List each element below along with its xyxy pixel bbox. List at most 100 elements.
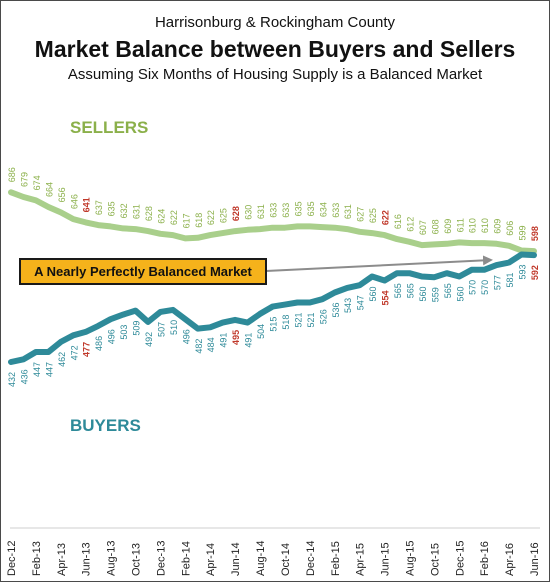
sellers-data-label: 635 xyxy=(306,201,316,216)
x-tick-label: Jun-14 xyxy=(230,542,242,576)
buyers-data-label: 565 xyxy=(393,283,403,298)
sellers-data-label: 622 xyxy=(169,210,179,225)
x-tick-label: Dec-13 xyxy=(155,541,167,576)
buyers-data-label: 577 xyxy=(493,275,503,290)
sellers-data-label: 656 xyxy=(57,187,67,202)
buyers-data-label: 581 xyxy=(505,273,515,288)
sellers-data-label: 622 xyxy=(206,210,216,225)
x-tick-label: Feb-16 xyxy=(479,541,491,576)
x-tick-label: Dec-14 xyxy=(305,541,317,576)
sellers-data-label: 616 xyxy=(393,214,403,229)
sellers-data-label: 635 xyxy=(107,201,117,216)
sellers-data-label: 632 xyxy=(119,203,129,218)
x-tick-label: Apr-15 xyxy=(355,543,367,576)
sellers-data-label: 622 xyxy=(381,210,391,225)
sellers-data-label: 630 xyxy=(244,205,254,220)
buyers-data-label: 592 xyxy=(530,265,540,280)
sellers-data-label: 606 xyxy=(505,221,515,236)
buyers-data-label: 543 xyxy=(343,298,353,313)
buyers-data-label: 570 xyxy=(480,280,490,295)
buyers-data-label: 570 xyxy=(468,280,478,295)
buyers-series-label: BUYERS xyxy=(70,416,141,435)
x-tick-label: Aug-13 xyxy=(106,541,118,576)
sellers-data-label: 628 xyxy=(231,206,241,221)
buyers-data-label: 560 xyxy=(455,287,465,302)
buyers-data-label: 496 xyxy=(107,329,117,344)
sellers-series-label: SELLERS xyxy=(70,118,148,137)
sellers-data-label: 633 xyxy=(281,203,291,218)
buyers-data-label: 593 xyxy=(518,265,528,280)
sellers-line xyxy=(8,189,537,255)
sellers-data-label: 631 xyxy=(132,204,142,219)
buyers-data-label: 510 xyxy=(169,320,179,335)
sellers-data-label: 625 xyxy=(368,208,378,223)
sellers-data-label: 610 xyxy=(468,218,478,233)
buyers-data-label: 560 xyxy=(418,287,428,302)
x-tick-label: Jun-15 xyxy=(380,542,392,576)
buyers-data-label: 504 xyxy=(256,324,266,339)
x-tick-label: Apr-14 xyxy=(205,543,217,576)
sellers-data-label: 608 xyxy=(430,219,440,234)
sellers-data-label: 617 xyxy=(181,213,191,228)
sellers-data-label: 631 xyxy=(256,204,266,219)
sellers-data-label: 641 xyxy=(82,197,92,212)
sellers-data-label: 627 xyxy=(356,207,366,222)
sellers-data-label: 612 xyxy=(406,217,416,232)
sellers-data-label: 624 xyxy=(156,209,166,224)
x-tick-label: Aug-15 xyxy=(405,541,417,576)
sellers-data-label: 628 xyxy=(144,206,154,221)
buyers-data-label: 554 xyxy=(381,291,391,306)
buyers-data-label: 547 xyxy=(356,295,366,310)
buyers-data-label: 565 xyxy=(443,283,453,298)
sellers-data-label: 631 xyxy=(343,204,353,219)
buyers-data-label: 503 xyxy=(119,325,129,340)
chart-subtitle-assumption: Assuming Six Months of Housing Supply is… xyxy=(67,66,483,83)
buyers-data-label: 521 xyxy=(306,313,316,328)
sellers-data-label: 686 xyxy=(7,167,17,182)
sellers-data-label: 599 xyxy=(518,225,528,240)
sellers-data-label: 646 xyxy=(69,194,79,209)
sellers-data-label: 633 xyxy=(331,203,341,218)
sellers-data-label: 610 xyxy=(480,218,490,233)
x-tick-label: Oct-15 xyxy=(429,543,441,576)
chart-title: Market Balance between Buyers and Seller… xyxy=(34,36,516,62)
sellers-data-label: 635 xyxy=(293,201,303,216)
buyers-data-label: 536 xyxy=(331,303,341,318)
sellers-data-label: 609 xyxy=(493,219,503,234)
sellers-data-label: 625 xyxy=(219,208,229,223)
buyers-data-label: 436 xyxy=(20,369,30,384)
buyers-data-label: 565 xyxy=(406,283,416,298)
buyers-data-label: 515 xyxy=(269,317,279,332)
buyers-data-label: 472 xyxy=(69,345,79,360)
x-tick-label: Jun-13 xyxy=(81,542,93,576)
x-tick-label: Feb-15 xyxy=(330,541,342,576)
sellers-data-label: 607 xyxy=(418,220,428,235)
x-tick-label: Apr-16 xyxy=(504,543,516,576)
x-tick-label: Feb-13 xyxy=(31,541,43,576)
sellers-data-label: 634 xyxy=(318,202,328,217)
buyers-line xyxy=(8,251,537,365)
x-tick-label: Dec-12 xyxy=(6,541,18,576)
buyers-data-label: 492 xyxy=(144,332,154,347)
buyers-data-label: 526 xyxy=(318,309,328,324)
series-lines xyxy=(8,189,537,365)
buyers-data-label: 559 xyxy=(430,287,440,302)
buyers-data-label: 496 xyxy=(181,329,191,344)
sellers-data-label: 674 xyxy=(32,175,42,190)
buyers-data-label: 518 xyxy=(281,315,291,330)
annotation-group: A Nearly Perfectly Balanced Market xyxy=(19,255,493,285)
annotation-box xyxy=(19,258,267,285)
buyers-data-label: 477 xyxy=(82,342,92,357)
x-tick-label: Aug-14 xyxy=(255,541,267,576)
x-tick-label: Oct-14 xyxy=(280,543,292,576)
buyers-data-label: 447 xyxy=(32,362,42,377)
buyers-data-label: 491 xyxy=(244,333,254,348)
buyers-data-label: 509 xyxy=(132,321,142,336)
buyers-data-label: 432 xyxy=(7,372,17,387)
buyers-data-label: 447 xyxy=(44,362,54,377)
sellers-data-label: 637 xyxy=(94,200,104,215)
x-tick-label: Oct-13 xyxy=(131,543,143,576)
series-name-labels: SELLERS BUYERS xyxy=(70,118,148,435)
